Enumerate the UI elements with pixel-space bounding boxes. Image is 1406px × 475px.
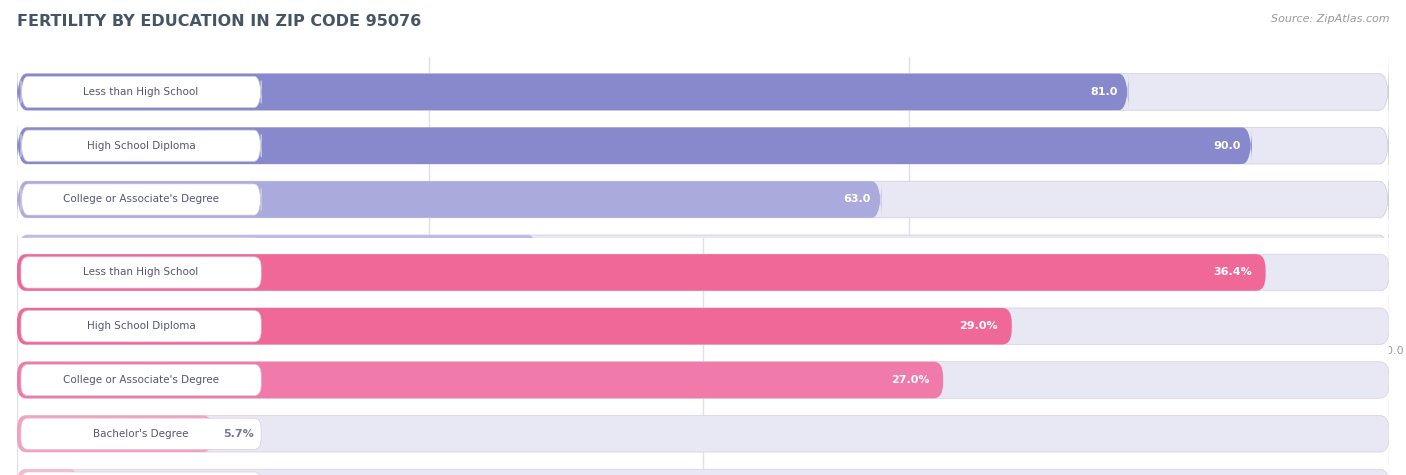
FancyBboxPatch shape — [21, 238, 262, 269]
Text: College or Associate's Degree: College or Associate's Degree — [63, 375, 219, 385]
Text: 63.0: 63.0 — [844, 194, 870, 205]
Text: 38.0: 38.0 — [501, 248, 527, 258]
Text: 36.4%: 36.4% — [1213, 267, 1251, 277]
Text: 90.0: 90.0 — [1213, 141, 1241, 151]
Text: College or Associate's Degree: College or Associate's Degree — [63, 194, 219, 205]
FancyBboxPatch shape — [17, 469, 1389, 475]
Text: Bachelor's Degree: Bachelor's Degree — [93, 248, 188, 258]
FancyBboxPatch shape — [17, 416, 1389, 452]
FancyBboxPatch shape — [17, 126, 1389, 165]
FancyBboxPatch shape — [21, 257, 262, 288]
Text: High School Diploma: High School Diploma — [87, 321, 195, 331]
Text: FERTILITY BY EDUCATION IN ZIP CODE 95076: FERTILITY BY EDUCATION IN ZIP CODE 95076 — [17, 14, 422, 29]
FancyBboxPatch shape — [21, 76, 262, 107]
FancyBboxPatch shape — [17, 362, 943, 398]
FancyBboxPatch shape — [17, 469, 79, 475]
Text: 27.0%: 27.0% — [891, 375, 929, 385]
Text: Source: ZipAtlas.com: Source: ZipAtlas.com — [1271, 14, 1389, 24]
FancyBboxPatch shape — [17, 234, 538, 273]
FancyBboxPatch shape — [17, 73, 1389, 111]
FancyBboxPatch shape — [17, 362, 1389, 398]
FancyBboxPatch shape — [17, 180, 1389, 219]
FancyBboxPatch shape — [21, 364, 262, 396]
FancyBboxPatch shape — [21, 311, 262, 342]
FancyBboxPatch shape — [21, 130, 262, 162]
FancyBboxPatch shape — [17, 73, 1129, 111]
FancyBboxPatch shape — [17, 308, 1012, 344]
Text: High School Diploma: High School Diploma — [87, 141, 195, 151]
FancyBboxPatch shape — [17, 308, 1389, 344]
FancyBboxPatch shape — [17, 416, 212, 452]
FancyBboxPatch shape — [21, 292, 262, 323]
Text: Less than High School: Less than High School — [83, 267, 198, 277]
FancyBboxPatch shape — [21, 418, 262, 449]
FancyBboxPatch shape — [17, 126, 1251, 165]
FancyBboxPatch shape — [17, 180, 882, 219]
FancyBboxPatch shape — [17, 254, 1389, 291]
Text: 81.0: 81.0 — [1090, 87, 1118, 97]
FancyBboxPatch shape — [17, 254, 1265, 291]
FancyBboxPatch shape — [21, 472, 262, 475]
FancyBboxPatch shape — [17, 288, 565, 326]
FancyBboxPatch shape — [17, 234, 1389, 273]
FancyBboxPatch shape — [21, 184, 262, 215]
Text: 40.0: 40.0 — [527, 302, 555, 312]
Text: 29.0%: 29.0% — [959, 321, 998, 331]
Text: 5.7%: 5.7% — [222, 429, 253, 439]
Text: Less than High School: Less than High School — [83, 87, 198, 97]
FancyBboxPatch shape — [17, 288, 1389, 326]
Text: Graduate Degree: Graduate Degree — [96, 302, 186, 312]
Text: Bachelor's Degree: Bachelor's Degree — [93, 429, 188, 439]
